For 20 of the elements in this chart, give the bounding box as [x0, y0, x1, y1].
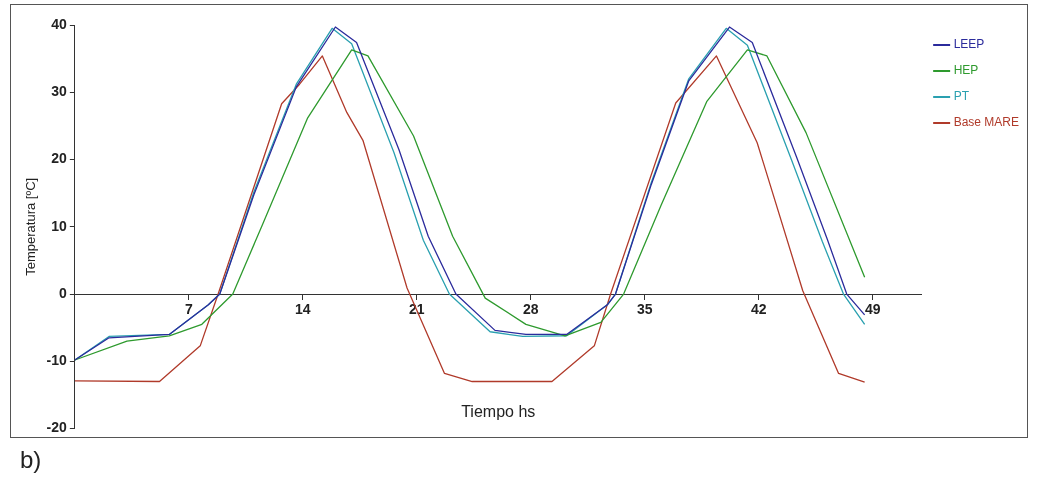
y-tick-label: -10 [46, 352, 68, 369]
y-tick-label: 20 [51, 150, 68, 167]
legend-label: HEP [953, 63, 979, 78]
legend-label: PT [953, 89, 970, 104]
x-tick-label: 7 [184, 301, 193, 318]
x-tick-label: 28 [523, 301, 539, 318]
x-tick-label: 42 [751, 301, 767, 318]
legend-label: LEEP [953, 37, 985, 52]
x-tick-label: 35 [637, 301, 653, 318]
y-axis-title: Temperatura [ºC] [23, 177, 39, 276]
y-tick-label: 30 [51, 83, 68, 100]
x-axis-title: Tiempo hs [461, 403, 536, 421]
y-tick-label: 40 [51, 15, 68, 32]
y-tick-label: -20 [46, 419, 68, 436]
x-tick-label: 14 [295, 301, 311, 318]
x-tick-label: 49 [865, 301, 881, 318]
y-tick-label: 10 [51, 217, 68, 234]
text: b) [20, 446, 42, 474]
y-tick-label: 0 [59, 284, 68, 301]
legend-label: Base MARE [953, 115, 1019, 130]
